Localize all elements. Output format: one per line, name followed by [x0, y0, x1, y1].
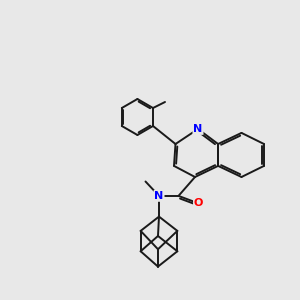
Text: N: N — [194, 124, 202, 134]
Text: N: N — [154, 191, 164, 201]
Text: O: O — [194, 198, 203, 208]
